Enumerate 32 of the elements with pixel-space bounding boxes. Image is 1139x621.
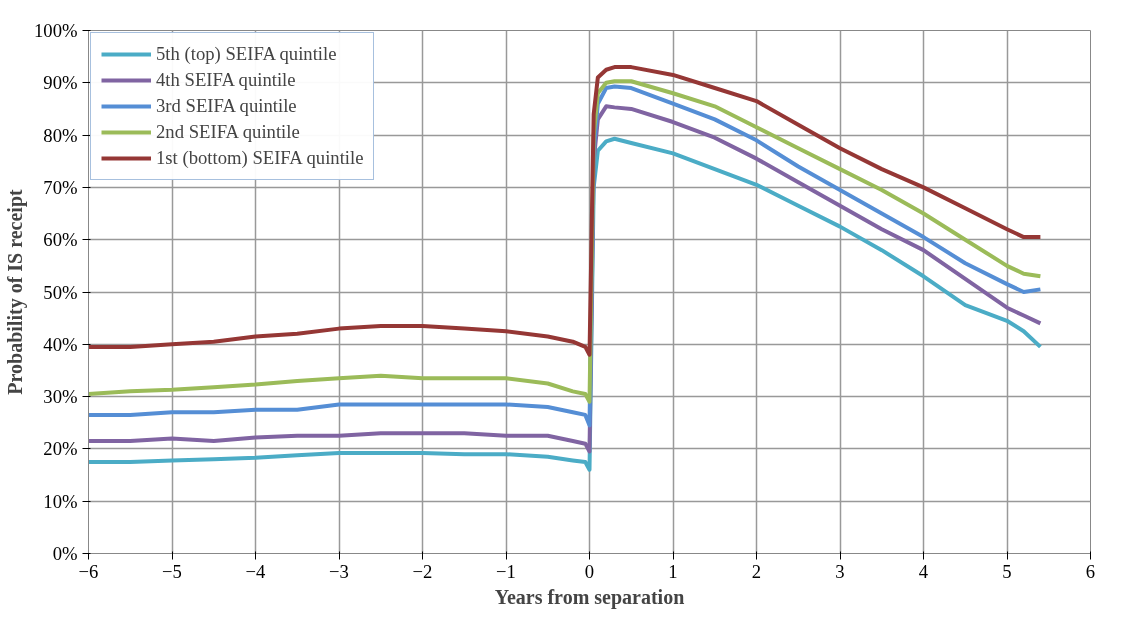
x-tick-label: 4 [918, 560, 929, 582]
x-tick-label: 0 [584, 560, 595, 582]
x-tick-label: −1 [496, 560, 516, 582]
x-tick-label: −5 [162, 560, 182, 582]
legend-label: 5th (top) SEIFA quintile [156, 43, 337, 65]
line-series [88, 65, 1043, 357]
y-tick-label: 70% [43, 176, 78, 198]
y-tick-label: 10% [43, 490, 78, 512]
x-tick-label: 2 [751, 560, 762, 582]
legend-label: 2nd SEIFA quintile [156, 121, 300, 143]
y-tick-label: 80% [43, 124, 78, 146]
y-tick-label: 20% [43, 438, 78, 460]
y-tick-label: 60% [43, 229, 78, 251]
y-tick-label: 50% [43, 281, 78, 303]
y-tick-label: 0% [52, 543, 78, 564]
x-tick-label: 1 [668, 560, 678, 582]
y-tick-label: 100% [33, 20, 78, 41]
y-tick-label: 30% [43, 386, 78, 408]
x-tick-label: 3 [835, 560, 845, 582]
y-tick-label: 90% [43, 72, 78, 94]
legend-label: 4th SEIFA quintile [156, 69, 296, 91]
x-axis-title: Years from separation [494, 585, 685, 609]
x-tick-label: −4 [245, 560, 267, 582]
x-tick-label: −2 [412, 560, 433, 582]
legend-label: 3rd SEIFA quintile [156, 95, 297, 117]
x-tick-label: −3 [329, 560, 349, 582]
x-tick-label: 6 [1085, 560, 1096, 582]
y-axis-title: Probability of IS receipt [3, 188, 27, 395]
x-tick-label: −6 [78, 560, 99, 582]
legend-label: 1st (bottom) SEIFA quintile [156, 147, 364, 169]
x-tick-label: 5 [1002, 560, 1012, 582]
y-tick-label: 40% [43, 333, 78, 355]
